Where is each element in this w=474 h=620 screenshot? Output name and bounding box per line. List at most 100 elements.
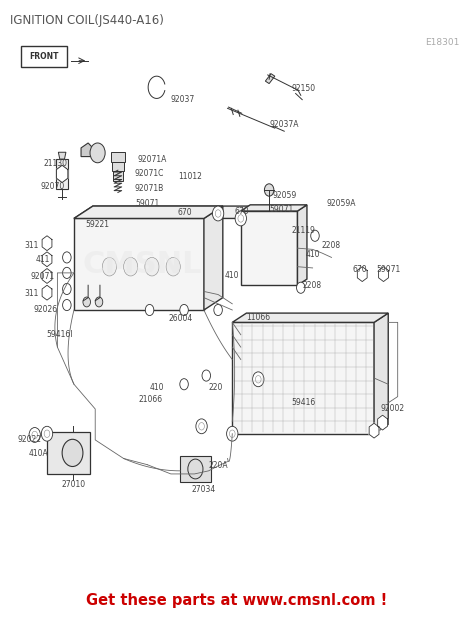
Text: 21066: 21066 bbox=[139, 395, 163, 404]
Circle shape bbox=[166, 257, 180, 276]
Polygon shape bbox=[42, 236, 52, 250]
Text: 21130: 21130 bbox=[43, 159, 67, 168]
Text: 311: 311 bbox=[24, 289, 38, 298]
Polygon shape bbox=[204, 206, 223, 310]
Text: 59071: 59071 bbox=[270, 205, 294, 215]
Circle shape bbox=[32, 432, 37, 439]
Text: 92026: 92026 bbox=[34, 306, 58, 314]
Circle shape bbox=[180, 379, 188, 390]
Circle shape bbox=[95, 297, 103, 307]
Polygon shape bbox=[265, 74, 275, 84]
Circle shape bbox=[238, 215, 244, 222]
Polygon shape bbox=[357, 267, 367, 281]
Text: 27010: 27010 bbox=[62, 480, 86, 489]
Polygon shape bbox=[74, 206, 265, 218]
Text: 26004: 26004 bbox=[168, 314, 192, 323]
Polygon shape bbox=[42, 268, 52, 283]
Text: 92037: 92037 bbox=[171, 95, 195, 104]
Bar bbox=[113, 172, 123, 181]
Text: 311: 311 bbox=[24, 241, 38, 249]
Polygon shape bbox=[42, 252, 52, 267]
Text: 670: 670 bbox=[353, 265, 367, 273]
Text: 59071: 59071 bbox=[135, 199, 159, 208]
Polygon shape bbox=[74, 206, 223, 218]
Text: 411: 411 bbox=[36, 255, 50, 264]
Text: IGNITION COIL(JS440-A16): IGNITION COIL(JS440-A16) bbox=[10, 14, 164, 27]
Text: 92059A: 92059A bbox=[326, 199, 356, 208]
Circle shape bbox=[124, 257, 138, 276]
Polygon shape bbox=[56, 166, 68, 182]
Circle shape bbox=[264, 184, 274, 196]
Text: 27034: 27034 bbox=[192, 485, 216, 494]
Text: 2208: 2208 bbox=[322, 241, 341, 249]
Polygon shape bbox=[42, 285, 52, 300]
Polygon shape bbox=[232, 322, 374, 434]
Circle shape bbox=[146, 304, 154, 316]
Text: 92071C: 92071C bbox=[135, 169, 164, 179]
Circle shape bbox=[227, 427, 238, 441]
Text: 59416: 59416 bbox=[291, 398, 315, 407]
Circle shape bbox=[29, 428, 40, 443]
Circle shape bbox=[63, 252, 71, 263]
Circle shape bbox=[41, 427, 53, 441]
Circle shape bbox=[188, 459, 203, 479]
Circle shape bbox=[83, 297, 91, 307]
Circle shape bbox=[180, 304, 188, 316]
Text: 410A: 410A bbox=[28, 449, 48, 458]
Text: 59221: 59221 bbox=[86, 220, 109, 229]
Circle shape bbox=[44, 430, 50, 438]
Text: 59416l: 59416l bbox=[46, 330, 73, 339]
Text: 670: 670 bbox=[178, 208, 192, 217]
Circle shape bbox=[297, 282, 305, 293]
Polygon shape bbox=[298, 205, 307, 285]
Bar bbox=[241, 211, 298, 285]
Circle shape bbox=[196, 419, 207, 434]
Polygon shape bbox=[374, 313, 388, 434]
Text: 11066: 11066 bbox=[246, 313, 270, 322]
Circle shape bbox=[255, 376, 261, 383]
Text: 92022: 92022 bbox=[18, 435, 42, 445]
Circle shape bbox=[311, 230, 319, 241]
Text: 92071: 92071 bbox=[30, 272, 55, 281]
Circle shape bbox=[145, 257, 159, 276]
Text: 59071: 59071 bbox=[376, 265, 401, 273]
Polygon shape bbox=[241, 205, 307, 211]
Polygon shape bbox=[58, 153, 66, 159]
Text: 410: 410 bbox=[149, 383, 164, 392]
Text: Get these parts at www.cmsnl.com !: Get these parts at www.cmsnl.com ! bbox=[86, 593, 388, 608]
Circle shape bbox=[229, 430, 235, 438]
Circle shape bbox=[63, 267, 71, 278]
Text: FRONT: FRONT bbox=[29, 52, 58, 61]
Bar bbox=[47, 432, 90, 474]
Circle shape bbox=[63, 283, 71, 294]
Circle shape bbox=[199, 423, 204, 430]
Circle shape bbox=[253, 372, 264, 387]
Circle shape bbox=[102, 257, 117, 276]
Text: 670: 670 bbox=[235, 206, 249, 216]
Polygon shape bbox=[81, 143, 93, 157]
Text: 220: 220 bbox=[209, 383, 223, 392]
Text: 92037A: 92037A bbox=[270, 120, 299, 129]
Circle shape bbox=[212, 206, 224, 221]
Text: 21119: 21119 bbox=[291, 226, 315, 236]
Circle shape bbox=[90, 143, 105, 163]
Circle shape bbox=[63, 299, 71, 311]
Circle shape bbox=[214, 304, 222, 316]
Text: E18301: E18301 bbox=[425, 38, 459, 47]
Polygon shape bbox=[232, 313, 388, 322]
Polygon shape bbox=[74, 218, 204, 310]
Circle shape bbox=[202, 370, 210, 381]
Text: 92002: 92002 bbox=[381, 404, 405, 414]
Text: 92150: 92150 bbox=[291, 84, 315, 93]
Bar bbox=[180, 456, 211, 482]
Text: 11012: 11012 bbox=[178, 172, 201, 182]
Text: 410: 410 bbox=[305, 250, 320, 259]
Polygon shape bbox=[378, 415, 387, 430]
Circle shape bbox=[215, 210, 221, 217]
Text: CMSNL: CMSNL bbox=[83, 250, 202, 279]
Text: 92070: 92070 bbox=[41, 182, 65, 191]
Polygon shape bbox=[95, 210, 178, 216]
Text: 92059: 92059 bbox=[272, 191, 296, 200]
Text: 410: 410 bbox=[225, 272, 239, 280]
Text: 92071A: 92071A bbox=[137, 155, 167, 164]
